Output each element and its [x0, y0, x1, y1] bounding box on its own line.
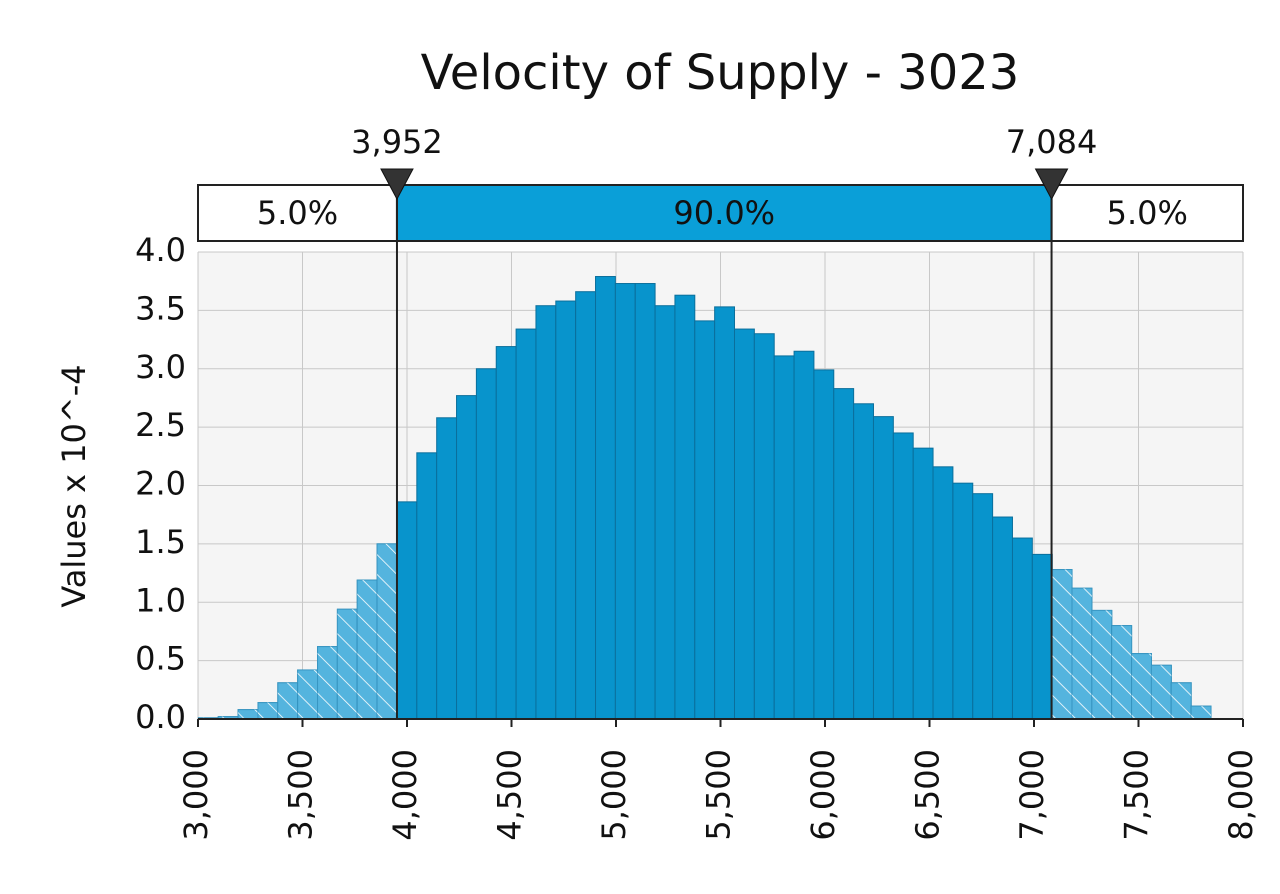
- x-tick-label: 4,500: [491, 749, 529, 841]
- region-box: [395, 184, 1053, 242]
- bar: [535, 305, 557, 720]
- y-tick-label: 1.5: [135, 523, 186, 561]
- x-tick-label: 6,000: [804, 749, 842, 841]
- x-tick-label: 7,500: [1118, 749, 1156, 841]
- delimiter-marker: [380, 168, 414, 201]
- tail-hatch: [337, 609, 358, 719]
- y-tick-label: 0.0: [135, 698, 186, 736]
- bar: [416, 452, 438, 720]
- bar: [714, 306, 736, 720]
- bar: [952, 482, 974, 720]
- bar: [793, 350, 815, 720]
- bar: [674, 294, 696, 720]
- bar: [634, 283, 656, 720]
- tail-hatch: [377, 543, 397, 719]
- bar: [654, 305, 676, 720]
- bar: [753, 333, 775, 720]
- bar: [396, 501, 418, 720]
- bar: [475, 368, 497, 720]
- y-tick-label: 2.5: [135, 406, 186, 444]
- tail-hatch: [1111, 625, 1132, 719]
- x-tick-label: 6,500: [909, 749, 947, 841]
- bar: [872, 416, 894, 720]
- bar: [992, 516, 1013, 720]
- bar: [436, 417, 458, 720]
- delimiter-marker: [1034, 168, 1069, 201]
- x-tick-label: 4,000: [386, 749, 424, 841]
- y-tick-label: 2.0: [135, 465, 186, 503]
- bar: [912, 447, 934, 720]
- bar: [932, 466, 954, 720]
- region-label: 5.0%: [257, 194, 338, 232]
- x-tick-label: 8,000: [1222, 749, 1260, 841]
- bar: [595, 276, 616, 720]
- bar: [495, 346, 517, 720]
- bar: [694, 320, 716, 720]
- bar: [1011, 537, 1033, 720]
- y-tick-label: 4.0: [135, 231, 186, 269]
- bar: [456, 395, 477, 720]
- tail-hatch: [1072, 588, 1092, 719]
- tail-hatch: [1131, 653, 1152, 719]
- x-tick-label: 3,500: [282, 749, 320, 841]
- tail-hatch: [238, 709, 258, 719]
- tail-hatch: [277, 682, 298, 719]
- bar: [575, 291, 597, 720]
- x-tick-label: 5,500: [700, 749, 738, 841]
- bar: [972, 493, 994, 720]
- bar: [853, 403, 874, 720]
- bar: [773, 355, 795, 720]
- x-tick-label: 5,000: [595, 749, 633, 841]
- delimiter-label: 3,952: [351, 123, 443, 161]
- tail-hatch: [297, 669, 318, 719]
- tail-hatch: [317, 646, 338, 719]
- chart-title: Velocity of Supply - 3023: [421, 45, 1020, 101]
- y-tick-label: 1.0: [135, 581, 186, 619]
- bar: [892, 432, 914, 720]
- tail-hatch: [1191, 706, 1212, 719]
- tail-hatch: [1091, 610, 1112, 719]
- tail-hatch: [257, 702, 278, 719]
- y-axis-label: Values x 10^-4: [55, 364, 93, 607]
- x-tick-label: 7,000: [1013, 749, 1051, 841]
- bar: [813, 369, 835, 720]
- tail-hatch: [1052, 569, 1073, 719]
- x-tick-label: 3,000: [177, 749, 215, 841]
- y-tick-label: 0.5: [135, 640, 186, 678]
- bar: [614, 283, 636, 720]
- y-tick-label: 3.5: [135, 289, 186, 327]
- region-label: 5.0%: [1107, 194, 1188, 232]
- bar: [1031, 553, 1053, 720]
- region-label: 90.0%: [673, 194, 775, 232]
- tail-hatch: [357, 580, 378, 719]
- region-box: [197, 184, 398, 242]
- delimiter-label: 7,084: [1006, 123, 1098, 161]
- bar: [555, 300, 577, 720]
- tail-hatch: [218, 716, 239, 719]
- bar: [734, 328, 755, 720]
- bar: [515, 328, 537, 720]
- y-tick-label: 3.0: [135, 348, 186, 386]
- bar: [833, 388, 855, 720]
- tail-hatch: [1151, 665, 1172, 719]
- tail-hatch: [1171, 682, 1192, 719]
